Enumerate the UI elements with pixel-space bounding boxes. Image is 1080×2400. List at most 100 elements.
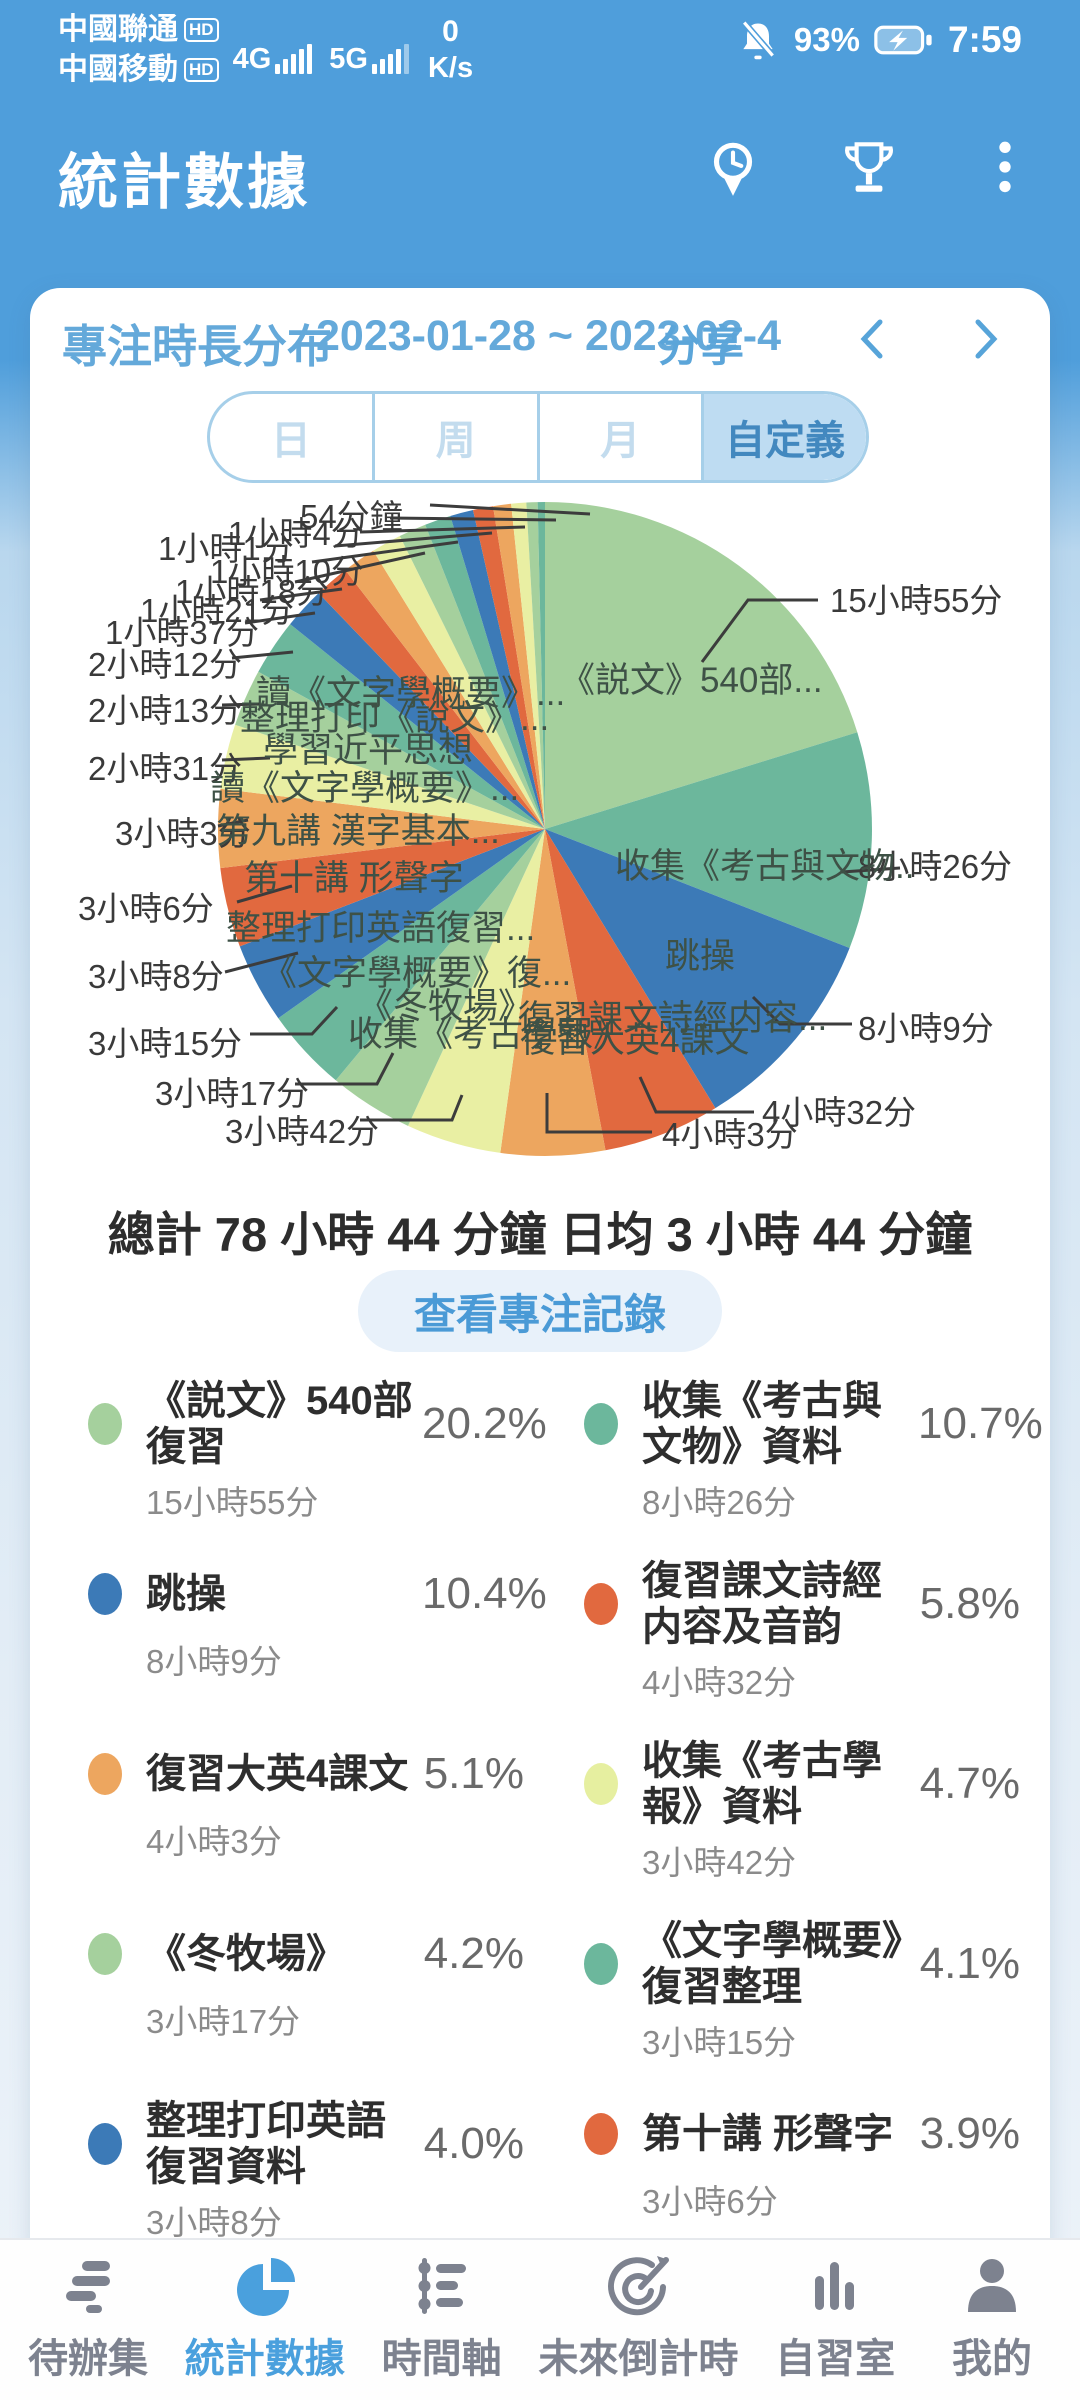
legend-duration: 4小時3分 [146, 1823, 282, 1860]
network-2: 5G [329, 42, 412, 74]
battery-charging-icon [874, 25, 932, 55]
nav-label: 待辦集 [28, 2337, 148, 2381]
chart-title: 專注時長分布 [62, 321, 333, 372]
legend-entry[interactable]: 第十講 形聲字 3.9% 3小時6分 [584, 2098, 1020, 2244]
bottom-nav: 待辦集 統計數據 時間軸 未來倒計時 自習室 我的 [0, 2238, 1080, 2400]
legend-entry[interactable]: 《文字學概要》復習整理 4.1% 3小時15分 [584, 1918, 1020, 2064]
totals-summary: 總計 78 小時 44 分鐘 日均 3 小時 44 分鐘 [107, 1208, 973, 1261]
legend-task-title: 跳操 [146, 1571, 226, 1616]
page-title: 統計數據 [58, 149, 310, 216]
legend-percent: 20.2% [422, 1399, 547, 1448]
nav-item-統計數據[interactable]: 統計數據 [185, 2254, 345, 2384]
nav-label: 未來倒計時 [538, 2337, 739, 2381]
legend-entry[interactable]: 收集《考古學報》資料 4.7% 3小時42分 [584, 1738, 1020, 1884]
legend-percent: 4.1% [919, 1939, 1020, 1988]
legend-entry[interactable]: 收集《考古與文物》資料 10.7% 8小時26分 [584, 1378, 1043, 1524]
chevron-right-icon[interactable] [962, 316, 1008, 362]
nav-label: 統計數據 [184, 2337, 345, 2381]
legend-entry[interactable]: 整理打印英語復習資料 4.0% 3小時8分 [88, 2098, 524, 2244]
nav-label: 我的 [951, 2337, 1032, 2381]
study-room-icon [815, 2262, 855, 2310]
date-range[interactable]: 2023-01-28 ~ 2023-02-4 [316, 312, 782, 360]
legend-grid: 《説文》540部復習 20.2% 15小時55分 收集《考古與文物》資料 10.7% 8小… [88, 1378, 1043, 2376]
legend-dot [584, 1403, 618, 1445]
legend-dot [88, 1932, 122, 1975]
nav-item-未來倒計時[interactable]: 未來倒計時 [538, 2254, 738, 2384]
period-tabs: 日周月自定義 [207, 391, 869, 483]
tab-日[interactable]: 日 [210, 394, 375, 480]
battery-percent: 93% [793, 21, 860, 58]
nav-item-待辦集[interactable]: 待辦集 [28, 2254, 148, 2384]
nav-item-時間軸[interactable]: 時間軸 [382, 2254, 502, 2384]
legend-entry[interactable]: 復習課文詩經内容及音韵 5.8% 4小時32分 [584, 1558, 1020, 1704]
legend-duration: 3小時17分 [146, 2003, 301, 2040]
carrier-names: 中國聯通 HD 中國移動 HD [58, 12, 219, 88]
todo-collection-icon [66, 2261, 110, 2313]
legend-task-title: 復習大英4課文 [146, 1751, 409, 1796]
legend-duration: 3小時8分 [146, 2204, 282, 2241]
legend-task-title: 復習課文詩經内容及音韵 [642, 1559, 882, 1649]
share-button[interactable]: 分享 [658, 323, 744, 371]
legend-duration: 15小時55分 [146, 1484, 319, 1521]
speed-value: 0 [442, 15, 459, 48]
tab-自定義[interactable]: 自定義 [704, 394, 866, 480]
legend-dot [584, 1583, 618, 1625]
bell-muted-icon [741, 20, 775, 60]
more-menu-icon[interactable] [972, 136, 1038, 202]
legend-entry[interactable]: 《冬牧場》 4.2% 3小時17分 [88, 1918, 524, 2064]
chevron-left-icon[interactable] [850, 316, 896, 362]
trophy-icon[interactable] [836, 136, 902, 202]
signal-bars-icon [275, 44, 313, 74]
carrier-1: 中國聯通 HD [58, 12, 219, 48]
tab-周[interactable]: 周 [375, 394, 540, 480]
legend-entry[interactable]: 跳操 10.4% 8小時9分 [88, 1558, 547, 1704]
nav-label: 時間軸 [381, 2337, 502, 2381]
nav-item-自習室[interactable]: 自習室 [775, 2254, 895, 2384]
legend-task-title: 《冬牧場》 [146, 1931, 346, 1976]
signal-bars-icon [371, 44, 409, 74]
history-clock-icon[interactable] [700, 136, 766, 202]
profile-icon [967, 2259, 1016, 2312]
legend-dot [88, 1752, 122, 1795]
legend-percent: 4.2% [423, 1928, 524, 1978]
legend-task-title: 整理打印英語復習資料 [146, 2099, 386, 2189]
legend-entry[interactable]: 《説文》540部復習 20.2% 15小時55分 [88, 1378, 547, 1524]
hd-badge: HD [184, 18, 219, 42]
stats-pie-icon [236, 2258, 295, 2316]
legend-percent: 10.7% [918, 1399, 1043, 1448]
legend-duration: 8小時26分 [642, 1484, 797, 1521]
carrier-2-name: 中國移動 [58, 53, 178, 86]
legend-percent: 5.1% [423, 1748, 524, 1798]
tab-月[interactable]: 月 [540, 394, 705, 480]
legend-task-title: 《文字學概要》復習整理 [642, 1919, 902, 2009]
legend-duration: 3小時15分 [642, 2024, 797, 2061]
carrier-1-name: 中國聯通 [58, 13, 178, 46]
legend-entry[interactable]: 復習大英4課文 5.1% 4小時3分 [88, 1738, 524, 1884]
legend-percent: 4.7% [919, 1759, 1020, 1808]
legend-percent: 3.9% [919, 2108, 1020, 2158]
legend-dot [584, 2112, 618, 2155]
legend-duration: 8小時9分 [146, 1643, 282, 1680]
legend-duration: 4小時32分 [642, 1664, 797, 1701]
legend-dot [88, 1403, 122, 1445]
legend-duration: 3小時42分 [642, 1844, 797, 1881]
legend-task-title: 《説文》540部復習 [146, 1379, 413, 1469]
nav-item-我的[interactable]: 我的 [932, 2254, 1052, 2384]
carrier-2: 中國移動 HD [58, 52, 219, 88]
legend-duration: 3小時6分 [642, 2183, 778, 2220]
status-bar: 中國聯通 HD 中國移動 HD 4G 5G [0, 0, 1080, 100]
legend-percent: 5.8% [919, 1579, 1020, 1628]
legend-task-title: 收集《考古學報》資料 [642, 1739, 882, 1829]
nav-label: 自習室 [775, 2337, 896, 2381]
status-time: 7:59 [947, 19, 1022, 60]
hd-badge: HD [184, 58, 219, 82]
status-right: 93% 7:59 [736, 18, 1022, 62]
app-bar: 統計數據 [0, 116, 1080, 236]
legend-task-title: 收集《考古與文物》資料 [642, 1379, 882, 1469]
net-type-1: 4G [232, 43, 272, 75]
view-records-button[interactable]: 查看專注記錄 [358, 1270, 722, 1352]
legend-dot [88, 1572, 122, 1615]
future-countdown-icon [608, 2256, 670, 2316]
legend-dot [584, 1943, 618, 1985]
